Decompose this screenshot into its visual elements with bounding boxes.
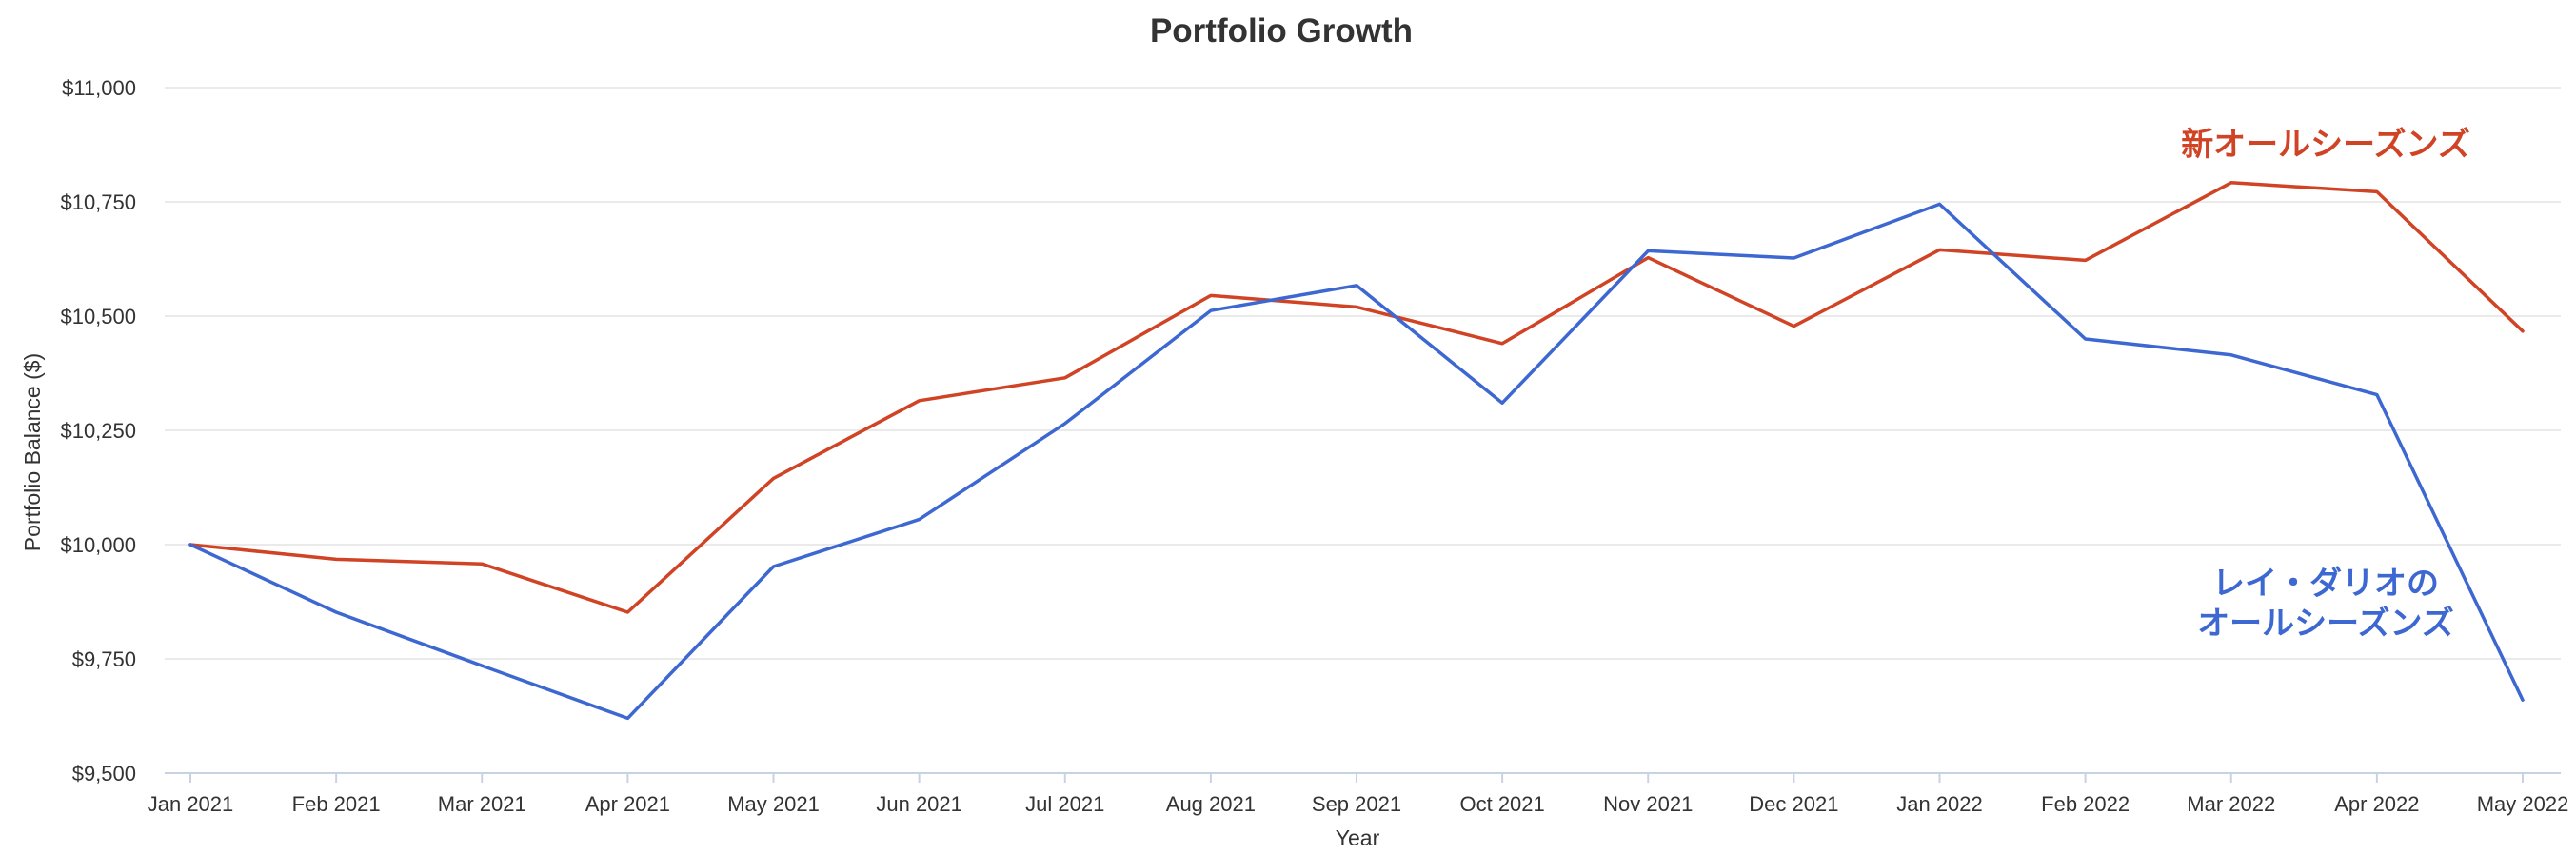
series-label-2: オールシーズンズ [2197,605,2454,642]
y-tick-label: $10,500 [60,305,136,328]
x-tick-label: Jan 2022 [1896,792,1983,816]
x-tick-label: Dec 2021 [1749,792,1838,816]
x-tick-label: Oct 2021 [1459,792,1544,816]
series-label-1: 新オールシーズンズ [2181,126,2470,163]
x-tick-label: Sep 2021 [1312,792,1401,816]
x-tick-label: Apr 2022 [2334,792,2419,816]
series-label-2: レイ・ダリオの [2212,566,2439,602]
x-tick-label: May 2021 [727,792,820,816]
x-tick-label: Jul 2021 [1025,792,1104,816]
y-tick-label: $9,500 [72,762,136,785]
x-tick-label: Feb 2021 [292,792,381,816]
y-axis-title: Portfolio Balance ($) [20,353,45,551]
x-tick-label: Apr 2021 [585,792,670,816]
x-axis-title: Year [1336,825,1380,850]
y-tick-label: $11,000 [62,76,136,100]
series-line-2 [188,202,2525,721]
y-tick-label: $10,250 [60,419,136,443]
x-tick-label: Nov 2021 [1603,792,1693,816]
grid-lines [165,87,2561,774]
x-tick-label: Aug 2021 [1166,792,1256,816]
series-lines [188,181,2525,721]
series-line-1 [188,181,2525,614]
y-tick-label: $10,750 [60,190,136,214]
x-tick-label: Feb 2022 [2041,792,2130,816]
x-tick-label: Jun 2021 [876,792,962,816]
chart-title: Portfolio Growth [1150,12,1413,50]
y-tick-label: $10,000 [60,533,136,557]
x-tick-label: Jan 2021 [148,792,234,816]
y-axis-ticks: $9,500 $9,750 $10,000 $10,250 $10,500 $10,750… [60,76,136,785]
x-tick-label: Mar 2021 [438,792,526,816]
x-tick-label: Mar 2022 [2187,792,2275,816]
y-tick-label: $9,750 [72,647,136,671]
x-axis-ticks: Jan 2021 Feb 2021 Mar 2021 Apr 2021 May 2021… [148,773,2569,816]
x-tick-label: May 2022 [2477,792,2569,816]
